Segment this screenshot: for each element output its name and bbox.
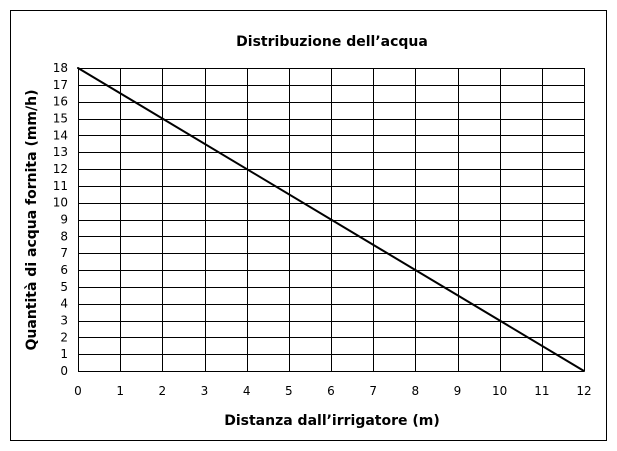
y-tick-label-7: 7	[60, 246, 68, 260]
x-tick-label-8: 8	[412, 384, 420, 398]
y-tick-label-15: 15	[53, 112, 68, 126]
chart-border	[10, 10, 607, 441]
y-tick-label-9: 9	[60, 213, 68, 227]
grid-layer	[78, 68, 585, 372]
x-tick-label-4: 4	[243, 384, 251, 398]
y-tick-label-3: 3	[60, 314, 68, 328]
y-tick-label-11: 11	[53, 179, 68, 193]
x-tick-label-1: 1	[116, 384, 124, 398]
y-tick-label-18: 18	[53, 61, 68, 75]
x-tick-label-12: 12	[576, 384, 591, 398]
y-tick-label-10: 10	[53, 196, 68, 210]
y-tick-label-6: 6	[60, 263, 68, 277]
x-tick-label-7: 7	[369, 384, 377, 398]
chart-title: Distribuzione dell’acqua	[236, 34, 428, 50]
x-tick-label-11: 11	[534, 384, 549, 398]
x-tick-label-9: 9	[454, 384, 462, 398]
y-tick-label-12: 12	[53, 162, 68, 176]
y-tick-label-8: 8	[60, 229, 68, 243]
series-line-0	[77, 67, 585, 372]
y-tick-label-14: 14	[53, 128, 68, 142]
y-tick-label-4: 4	[60, 297, 68, 311]
y-tick-label-17: 17	[53, 78, 68, 92]
x-tick-labels: 0 1 2 3 4 5 6 7 8 9 10 11 12	[74, 384, 591, 398]
y-tick-label-5: 5	[60, 280, 68, 294]
x-tick-label-5: 5	[285, 384, 293, 398]
x-tick-label-10: 10	[492, 384, 507, 398]
y-axis-label: Quantità di acqua fornita (mm/h)	[24, 90, 40, 351]
y-tick-label-16: 16	[53, 95, 68, 109]
y-tick-label-2: 2	[60, 330, 68, 344]
series-layer	[77, 67, 585, 372]
y-tick-label-13: 13	[53, 145, 68, 159]
y-tick-label-1: 1	[60, 347, 68, 361]
x-tick-label-0: 0	[74, 384, 82, 398]
x-tick-label-6: 6	[327, 384, 335, 398]
x-tick-label-3: 3	[201, 384, 209, 398]
x-axis-label: Distanza dall’irrigatore (m)	[224, 413, 440, 429]
y-tick-label-0: 0	[60, 364, 68, 378]
x-tick-label-2: 2	[159, 384, 167, 398]
